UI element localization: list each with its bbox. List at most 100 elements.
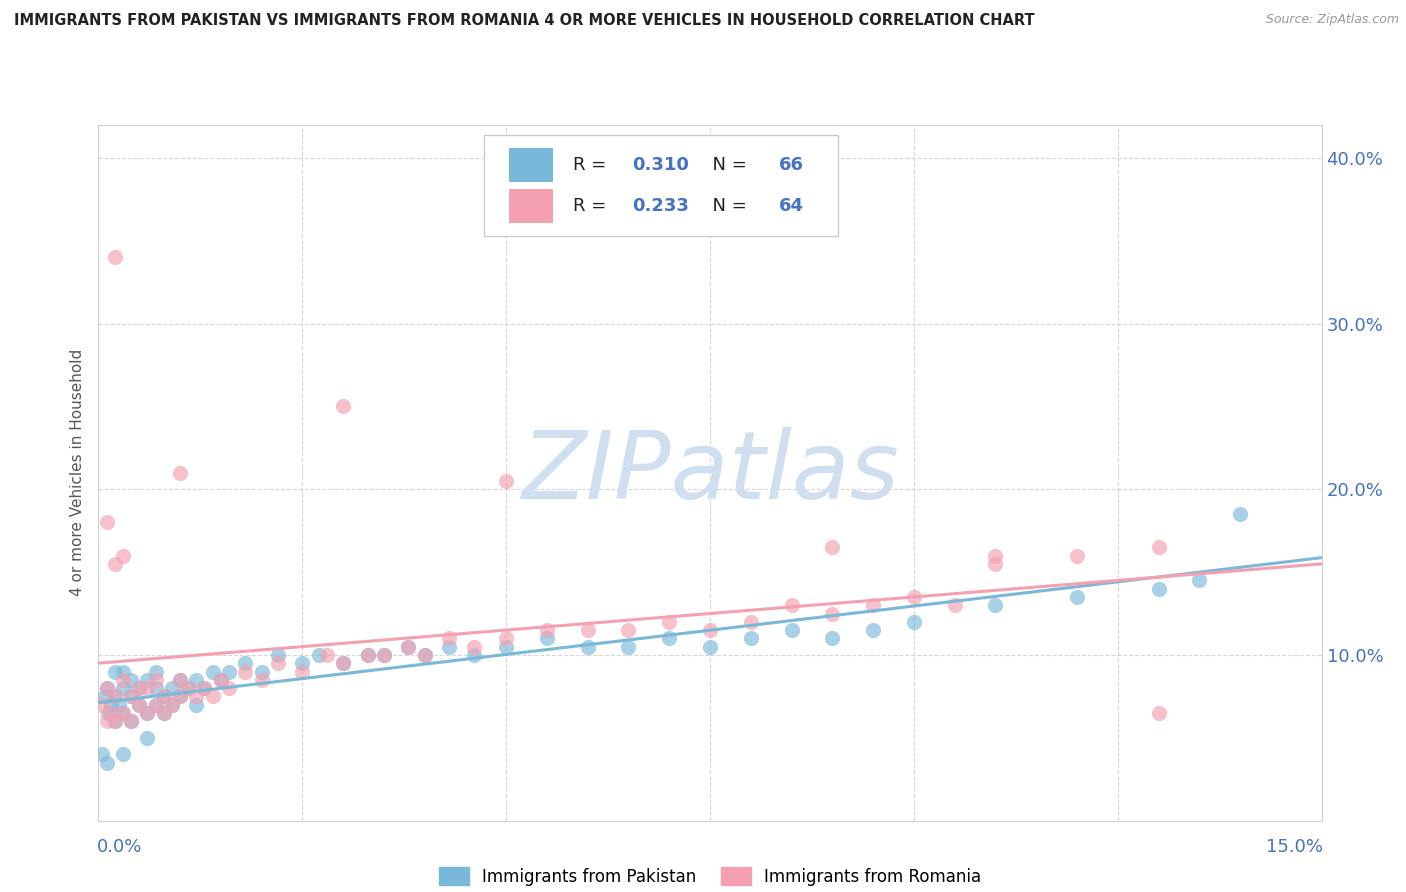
Point (152, 690, 174, 704)
Point (536, 623, 558, 637)
Point (111, 706, 134, 720)
Point (576, 640, 599, 654)
Point (128, 698, 150, 712)
Point (193, 681, 215, 695)
Point (1066, 549, 1088, 563)
Point (177, 681, 200, 695)
Point (332, 400, 354, 414)
Point (1229, 507, 1251, 521)
Point (201, 665, 224, 679)
Point (136, 731, 159, 745)
Point (111, 681, 134, 695)
Point (136, 673, 159, 687)
FancyBboxPatch shape (509, 189, 554, 224)
Point (291, 657, 314, 671)
Point (120, 690, 142, 704)
Point (136, 681, 159, 695)
Point (128, 698, 150, 712)
Point (332, 657, 354, 671)
Text: 0.310: 0.310 (631, 156, 689, 174)
Text: 0.0%: 0.0% (97, 838, 142, 856)
Point (780, 599, 803, 613)
Point (108, 698, 131, 712)
Point (536, 632, 558, 646)
Point (177, 681, 200, 695)
Point (233, 665, 256, 679)
Point (1188, 574, 1211, 588)
Point (617, 640, 640, 654)
Text: N =: N = (702, 156, 754, 174)
Point (463, 648, 485, 662)
Point (396, 640, 419, 654)
Point (100, 706, 122, 720)
Point (96, 756, 118, 770)
Point (495, 640, 517, 654)
Point (413, 648, 436, 662)
Point (780, 623, 803, 637)
Point (96, 714, 118, 729)
Point (201, 690, 224, 704)
Point (145, 681, 167, 695)
FancyBboxPatch shape (484, 136, 838, 236)
Point (943, 599, 966, 613)
Point (862, 623, 884, 637)
Point (984, 549, 1007, 563)
Point (111, 673, 134, 687)
Point (94, 690, 117, 704)
Point (136, 706, 159, 720)
Point (209, 673, 232, 687)
Point (373, 648, 395, 662)
Point (128, 681, 150, 695)
Point (903, 615, 925, 629)
Point (821, 632, 844, 646)
Point (617, 623, 640, 637)
Text: N =: N = (702, 197, 754, 216)
Text: Source: ZipAtlas.com: Source: ZipAtlas.com (1265, 13, 1399, 27)
Point (160, 681, 183, 695)
FancyBboxPatch shape (509, 148, 554, 182)
Point (128, 681, 150, 695)
Point (740, 615, 762, 629)
Point (104, 714, 127, 729)
Point (308, 648, 330, 662)
Point (96, 681, 118, 695)
Y-axis label: 4 or more Vehicles in Household: 4 or more Vehicles in Household (70, 349, 86, 597)
Text: IMMIGRANTS FROM PAKISTAN VS IMMIGRANTS FROM ROMANIA 4 OR MORE VEHICLES IN HOUSEH: IMMIGRANTS FROM PAKISTAN VS IMMIGRANTS F… (14, 13, 1035, 29)
Point (218, 681, 240, 695)
Point (152, 690, 174, 704)
Point (658, 632, 681, 646)
Point (186, 698, 208, 712)
Point (97, 706, 120, 720)
Point (1147, 706, 1170, 720)
Point (111, 665, 134, 679)
Point (111, 706, 134, 720)
Point (315, 648, 337, 662)
Point (104, 557, 127, 571)
Point (96, 681, 118, 695)
Point (984, 557, 1007, 571)
Point (91, 747, 114, 762)
Point (152, 706, 174, 720)
Point (193, 681, 215, 695)
Point (186, 690, 208, 704)
Point (396, 640, 419, 654)
Point (152, 706, 174, 720)
Point (495, 474, 517, 488)
Point (267, 657, 290, 671)
Point (104, 690, 127, 704)
Point (413, 648, 436, 662)
Text: 0.233: 0.233 (631, 197, 689, 216)
Text: ZIPatlas: ZIPatlas (522, 427, 898, 518)
Point (862, 599, 884, 613)
Point (120, 690, 142, 704)
Point (145, 665, 167, 679)
Point (104, 690, 127, 704)
Point (356, 648, 378, 662)
Point (160, 698, 183, 712)
Text: 64: 64 (779, 197, 804, 216)
Point (218, 665, 240, 679)
Point (658, 615, 681, 629)
Point (250, 673, 273, 687)
Point (463, 640, 485, 654)
Point (821, 541, 844, 555)
